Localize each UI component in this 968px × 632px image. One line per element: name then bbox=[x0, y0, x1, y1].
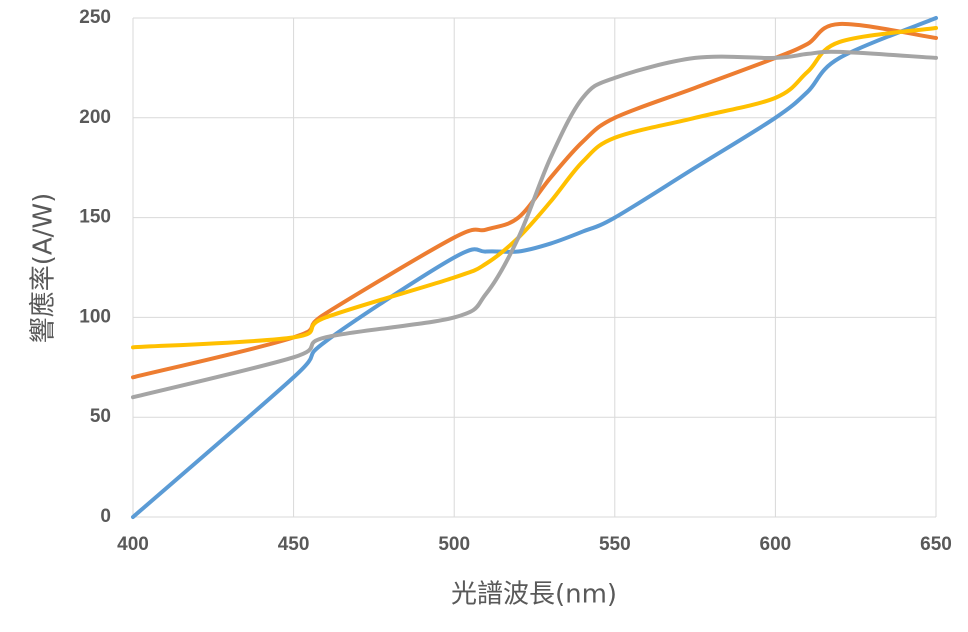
y-tick-label: 150 bbox=[79, 207, 111, 228]
y-tick-label: 250 bbox=[79, 7, 111, 28]
x-tick-label: 550 bbox=[599, 534, 631, 555]
series-line bbox=[131, 49, 938, 400]
y-axis-title: 響應率(A/W) bbox=[29, 193, 59, 344]
x-axis-title: 光譜波長(nm) bbox=[451, 580, 617, 610]
x-tick-label: 650 bbox=[920, 534, 952, 555]
y-tick-label: 200 bbox=[79, 107, 111, 128]
x-tick-label: 600 bbox=[760, 534, 792, 555]
series-line bbox=[131, 25, 938, 350]
y-tick-label: 50 bbox=[90, 406, 111, 427]
x-tick-label: 400 bbox=[117, 534, 149, 555]
x-tick-label: 500 bbox=[438, 534, 470, 555]
y-tick-label: 0 bbox=[100, 506, 111, 527]
series-line bbox=[131, 16, 938, 519]
x-tick-label: 450 bbox=[278, 534, 310, 555]
y-tick-label: 100 bbox=[79, 306, 111, 327]
